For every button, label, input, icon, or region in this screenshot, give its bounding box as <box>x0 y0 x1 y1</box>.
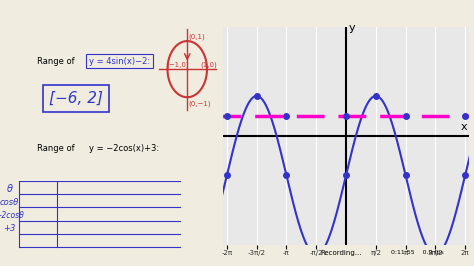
Text: 0:11:55    0.0 fps: 0:11:55 0.0 fps <box>391 250 444 255</box>
Text: cosθ: cosθ <box>0 198 19 207</box>
Text: Range of: Range of <box>37 144 77 153</box>
Text: +3: +3 <box>3 224 16 233</box>
Text: (1,0): (1,0) <box>200 61 217 68</box>
Text: (0,−1): (0,−1) <box>188 101 211 107</box>
Text: y = −2cos(x)+3:: y = −2cos(x)+3: <box>89 144 159 153</box>
Text: −2cosθ: −2cosθ <box>0 211 24 220</box>
Text: (−1,0): (−1,0) <box>166 61 189 68</box>
Text: y = 4sin(x)−2:: y = 4sin(x)−2: <box>89 57 150 66</box>
Text: Recording...: Recording... <box>320 250 362 256</box>
Text: Range of: Range of <box>37 57 77 66</box>
Text: x: x <box>461 122 467 132</box>
Text: θ: θ <box>7 184 12 194</box>
Text: [−6, 2]: [−6, 2] <box>49 91 103 106</box>
Text: (0,1): (0,1) <box>188 33 205 40</box>
Text: y: y <box>349 23 356 32</box>
